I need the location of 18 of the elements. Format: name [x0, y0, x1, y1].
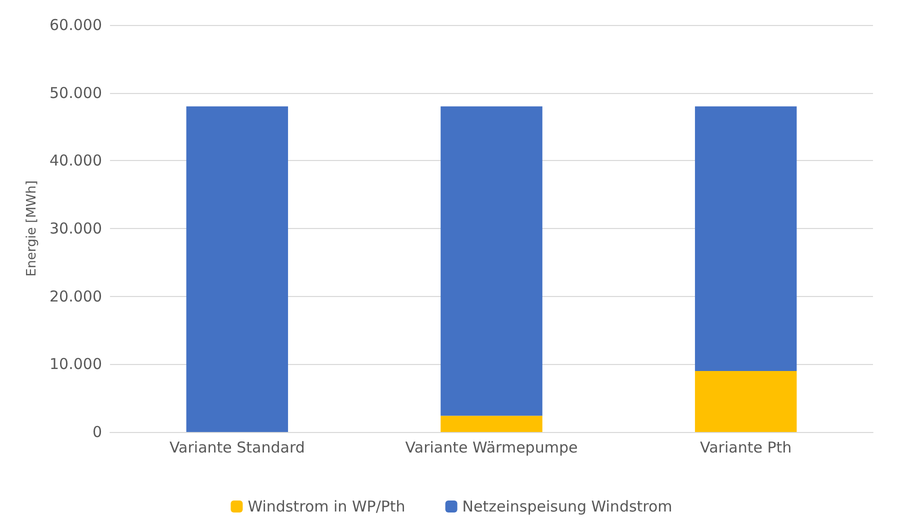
- x-tick-label: Variante Pth: [700, 438, 792, 456]
- x-tick-label: Variante Wärmepumpe: [405, 438, 578, 456]
- x-tick-label: Variante Standard: [169, 438, 305, 456]
- y-tick-label: 60.000: [50, 16, 102, 34]
- bar: [694, 106, 797, 371]
- y-tick-label: 10.000: [50, 355, 102, 374]
- legend-label: Netzeinspeisung Windstrom: [462, 498, 672, 516]
- bar: [694, 370, 797, 432]
- y-tick-label: 50.000: [50, 84, 102, 102]
- bar: [440, 416, 542, 432]
- y-tick-label: 0: [92, 423, 102, 441]
- legend-label: Windstrom in WP/Pth: [248, 498, 406, 516]
- y-tick-label: 20.000: [50, 287, 102, 306]
- y-axis-title: Energie [MWh]: [24, 180, 40, 277]
- y-tick-label: 30.000: [50, 220, 102, 238]
- bar: [186, 106, 288, 432]
- y-tick-label: 40.000: [50, 152, 102, 170]
- bar: [440, 106, 542, 416]
